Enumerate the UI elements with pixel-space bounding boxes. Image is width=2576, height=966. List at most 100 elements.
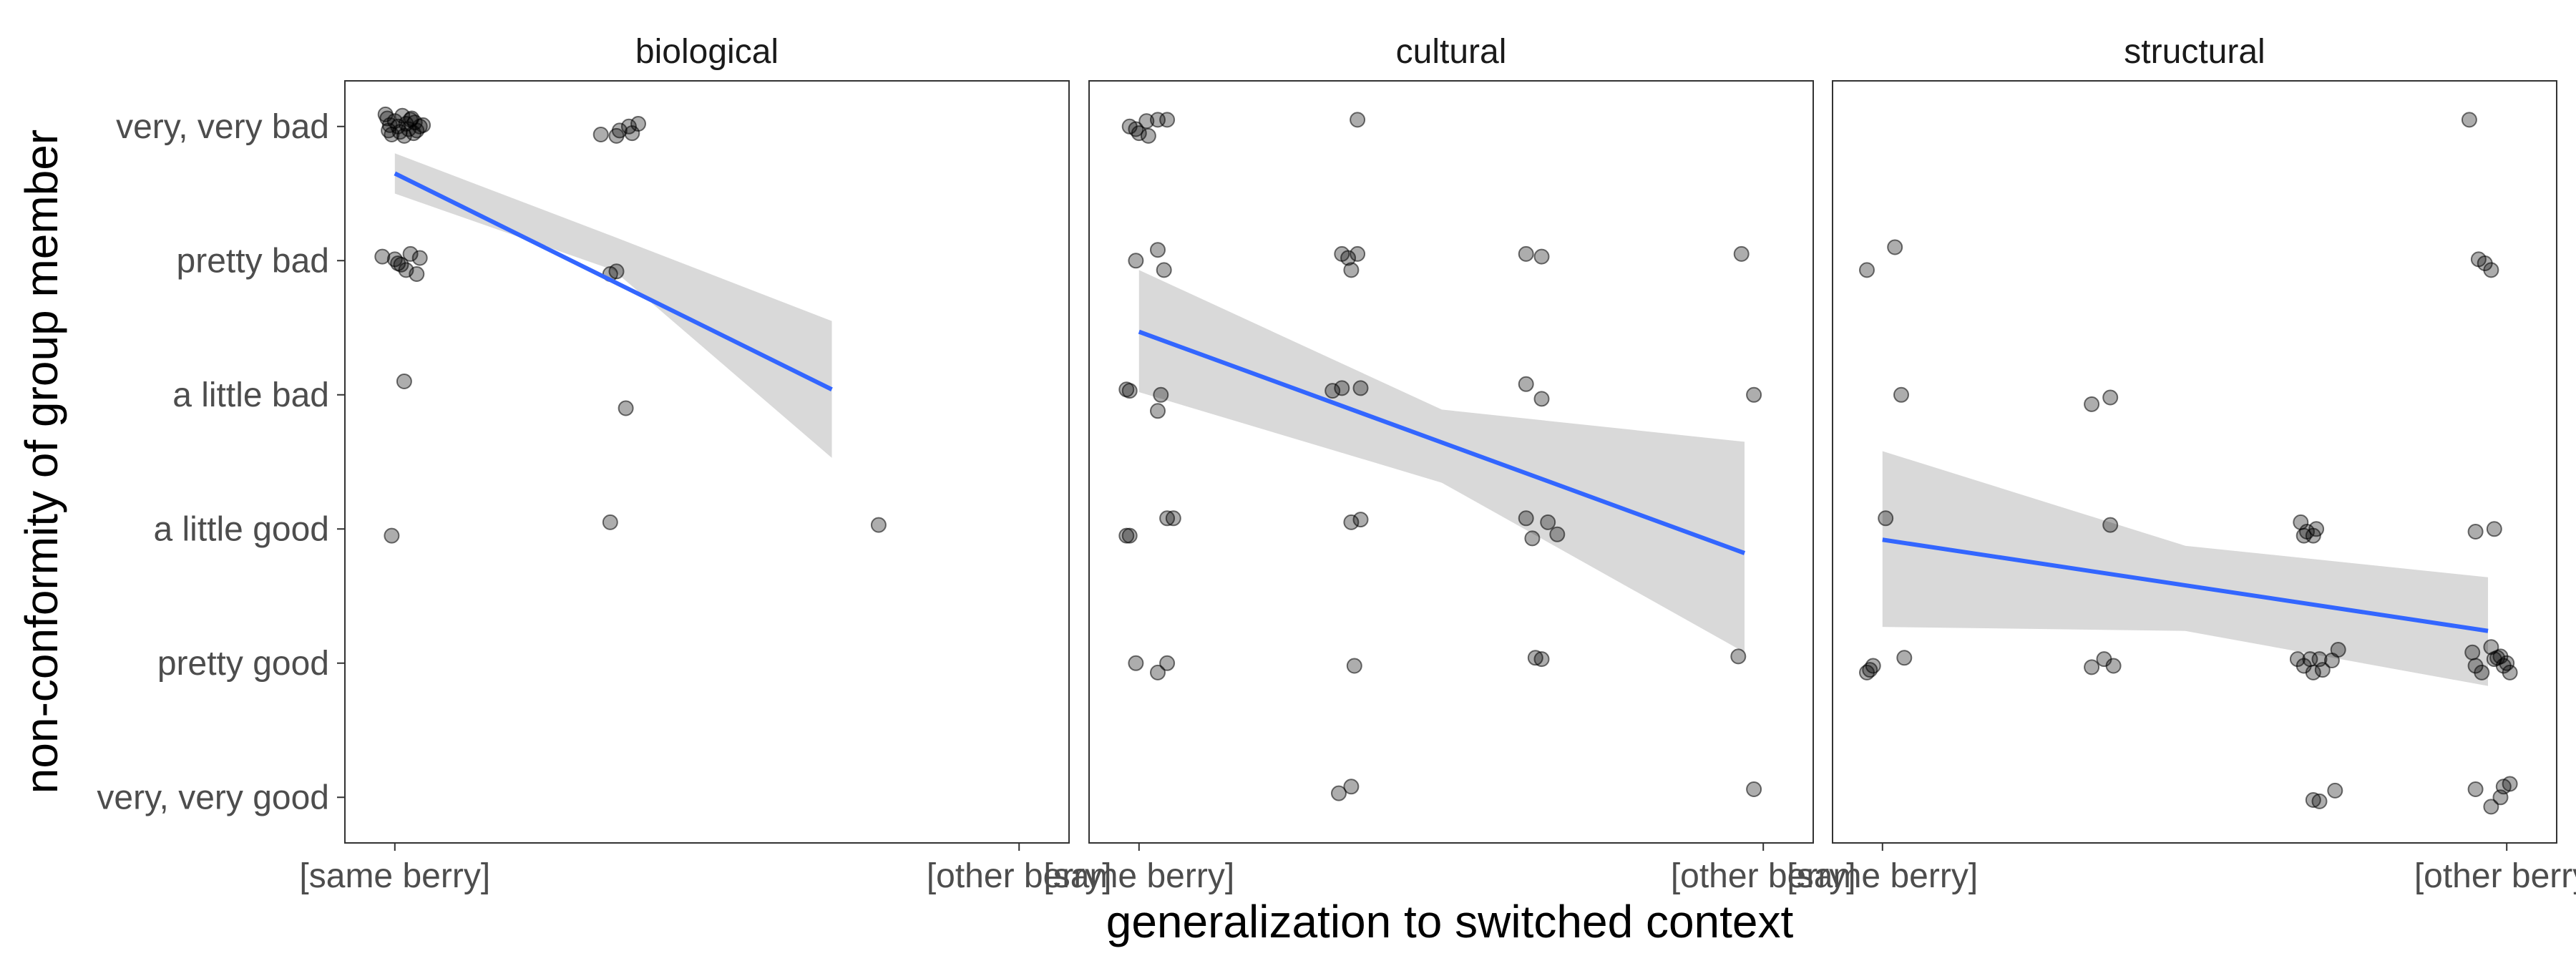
data-point xyxy=(1352,512,1369,528)
data-point xyxy=(1878,510,1894,527)
data-point xyxy=(2502,776,2518,792)
data-point xyxy=(2486,521,2502,537)
data-point xyxy=(2327,782,2343,799)
data-point xyxy=(1153,386,1169,403)
data-point xyxy=(2102,389,2119,406)
data-point xyxy=(1128,655,1144,671)
x-tick-label: [same berry] xyxy=(1787,857,1978,895)
data-point xyxy=(1159,655,1176,671)
data-point xyxy=(2311,793,2328,809)
x-tick-label: [same berry] xyxy=(299,857,490,895)
fit-line-cultural xyxy=(1138,329,1746,555)
y-tick-label: very, very good xyxy=(97,779,329,816)
panel-title-structural: structural xyxy=(2124,33,2265,71)
y-tick-label: a little bad xyxy=(172,376,329,414)
panel-title-cultural: cultural xyxy=(1396,33,1507,71)
x-tick-label: [other berry] xyxy=(2414,857,2576,895)
data-point xyxy=(2461,112,2477,128)
y-tick-label: very, very bad xyxy=(116,108,329,146)
data-point xyxy=(2467,524,2484,540)
fit-line-biological xyxy=(394,171,833,391)
data-point xyxy=(2314,662,2331,678)
x-tick-label: [same berry] xyxy=(1043,857,1234,895)
data-point xyxy=(2084,396,2100,412)
data-point xyxy=(396,374,412,389)
data-point xyxy=(1121,383,1138,399)
panel-border-cultural xyxy=(1088,80,1814,844)
data-point xyxy=(1343,262,1360,278)
data-point xyxy=(630,116,646,132)
data-point xyxy=(611,122,628,139)
data-point xyxy=(402,245,419,262)
data-point xyxy=(1346,658,1362,674)
data-point xyxy=(1524,530,1541,547)
data-point xyxy=(1140,127,1156,144)
data-point xyxy=(592,127,609,142)
data-point xyxy=(1128,253,1144,269)
panel-border-biological xyxy=(344,80,1070,844)
data-point xyxy=(1343,514,1360,530)
data-point xyxy=(1746,781,1762,797)
data-point xyxy=(1533,248,1550,265)
data-point xyxy=(1334,380,1350,396)
panel-title-biological: biological xyxy=(635,33,779,71)
data-point xyxy=(1549,526,1566,542)
data-point xyxy=(2464,644,2481,660)
panel-border-structural xyxy=(1832,80,2557,844)
data-point xyxy=(1324,383,1341,399)
data-point xyxy=(1527,650,1543,666)
confidence-band-biological xyxy=(394,153,832,458)
data-point xyxy=(1887,239,1903,255)
data-point xyxy=(1896,650,1913,666)
data-point xyxy=(411,250,428,266)
data-point xyxy=(1165,510,1181,527)
data-point xyxy=(618,400,634,416)
data-point xyxy=(390,255,406,271)
data-point xyxy=(1893,386,1909,403)
data-point xyxy=(2330,642,2346,658)
data-point xyxy=(870,517,887,533)
fit-line-structural xyxy=(1882,537,2489,633)
data-point xyxy=(1340,250,1357,266)
data-point xyxy=(384,127,400,142)
data-point xyxy=(1150,664,1166,680)
data-point xyxy=(1350,245,1366,262)
data-point xyxy=(2502,664,2518,680)
data-point xyxy=(2474,664,2490,680)
data-point xyxy=(2483,799,2499,815)
data-point xyxy=(2308,521,2325,537)
data-point xyxy=(374,248,391,265)
data-point xyxy=(608,263,625,280)
x-axis-title: generalization to switched context xyxy=(1106,896,1794,947)
y-tick-label: pretty good xyxy=(157,645,329,683)
data-point xyxy=(602,514,618,530)
data-point xyxy=(1150,242,1166,258)
data-point xyxy=(2102,517,2119,533)
data-point xyxy=(2305,792,2321,808)
data-point xyxy=(2483,262,2499,278)
y-tick-label: pretty bad xyxy=(177,242,329,280)
data-point xyxy=(2467,781,2484,797)
data-point xyxy=(1518,245,1534,262)
data-point xyxy=(1343,779,1360,795)
data-point xyxy=(1159,510,1176,527)
data-point xyxy=(404,110,420,127)
data-point xyxy=(1733,245,1750,262)
data-point xyxy=(1518,376,1534,392)
data-point xyxy=(1128,121,1144,137)
data-point xyxy=(2499,655,2515,671)
y-axis-title: non-conformity of group member xyxy=(16,130,67,794)
data-point xyxy=(2489,650,2506,666)
confidence-band-cultural xyxy=(1138,270,1745,653)
data-point xyxy=(1331,785,1347,801)
data-point xyxy=(1859,262,1875,278)
data-point xyxy=(1121,527,1138,544)
y-tick-label: a little good xyxy=(153,510,329,548)
data-point xyxy=(1518,510,1534,527)
data-point xyxy=(2105,658,2122,674)
data-point xyxy=(1159,112,1176,128)
data-point xyxy=(411,118,428,135)
data-point xyxy=(409,266,425,282)
data-point xyxy=(1150,403,1166,419)
